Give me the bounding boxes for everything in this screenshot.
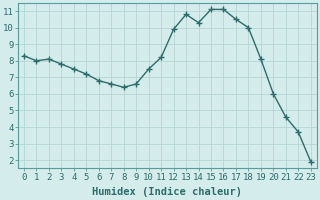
X-axis label: Humidex (Indice chaleur): Humidex (Indice chaleur)	[92, 187, 242, 197]
